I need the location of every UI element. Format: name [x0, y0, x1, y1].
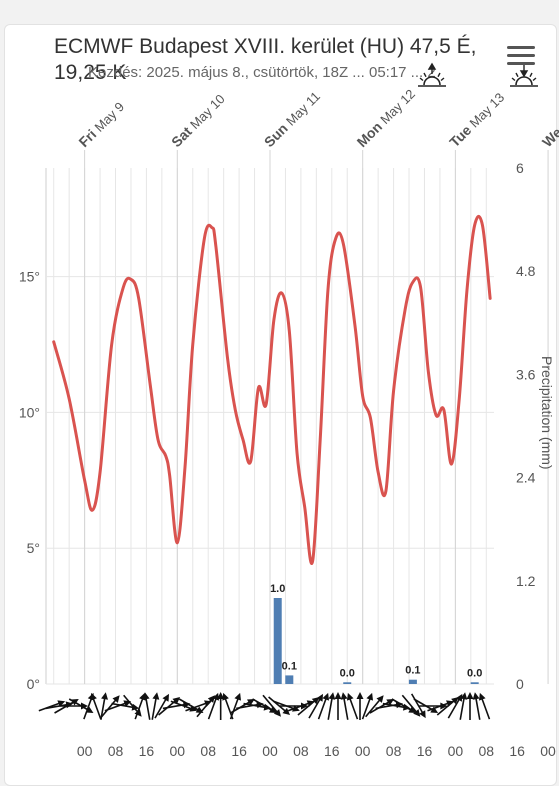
precipitation-axis: Precipitation (mm) 0 1.2 2.4 3.6 4.8 6 — [516, 160, 555, 692]
temperature-tick: 10° — [19, 404, 40, 420]
wind-arrow — [472, 692, 481, 720]
hour-tick-label: 08 — [478, 743, 494, 759]
hour-tick-label: 08 — [200, 743, 216, 759]
hour-tick-label: 08 — [293, 743, 309, 759]
precipitation-tick: 1.2 — [516, 573, 536, 589]
hour-tick-label: 08 — [108, 743, 124, 759]
day-date: May 11 — [283, 89, 323, 129]
hour-tick-label: 16 — [139, 743, 155, 759]
wind-arrow — [361, 692, 374, 720]
precipitation-bar — [343, 682, 352, 684]
precipitation-tick: 6 — [516, 160, 524, 176]
wind-arrow — [459, 692, 468, 720]
wind-arrow — [410, 693, 426, 719]
day-label: Mon May 12 — [353, 86, 418, 151]
sunset-icon — [510, 65, 538, 87]
precipitation-data-label: 0.0 — [340, 667, 355, 679]
day-name: Wed — [539, 115, 559, 150]
wind-arrow — [391, 698, 417, 713]
precipitation-bar — [273, 598, 282, 684]
temperature-tick: 15° — [19, 269, 40, 285]
wind-arrow — [154, 693, 169, 719]
wind-arrow — [308, 693, 323, 719]
sun-icons — [418, 62, 538, 87]
precipitation-bar — [408, 679, 417, 684]
temperature-tick: 5° — [27, 540, 40, 556]
day-date: May 10 — [187, 91, 228, 132]
wind-arrow — [101, 695, 120, 718]
precipitation-tick: 4.8 — [516, 263, 536, 279]
day-label: Fri May 9 — [75, 98, 127, 150]
chart-title: ECMWF Budapest XVIII. kerület (HU) 47,5 … — [54, 35, 477, 84]
day-label: Sat May 10 — [168, 90, 228, 150]
wind-arrow — [217, 692, 225, 720]
hour-tick-label: 16 — [509, 743, 525, 759]
wind-arrow — [401, 694, 421, 717]
wind-arrow — [327, 692, 336, 720]
meteogram-chart: Fri May 9 Sat May 10 Sun May 11 Mon May 12 T… — [19, 62, 559, 759]
hour-tick-label: 16 — [417, 743, 433, 759]
wind-arrow — [230, 699, 255, 714]
wind-arrow — [142, 692, 151, 720]
precipitation-data-label: 0.1 — [282, 660, 297, 672]
precipitation-axis-label: Precipitation (mm) — [539, 356, 555, 470]
hour-tick-label: 16 — [231, 743, 247, 759]
day-label: Tue May 13 — [446, 89, 507, 150]
precipitation-tick: 0 — [516, 676, 524, 692]
wind-arrow — [436, 697, 459, 716]
hour-tick-label: 00 — [77, 743, 93, 759]
hour-tick-label: 00 — [170, 743, 186, 759]
wind-arrow — [252, 698, 277, 713]
wind-arrow — [466, 692, 474, 720]
wind-arrow — [365, 695, 384, 718]
hour-tick-label: 00 — [540, 743, 556, 759]
wind-arrow — [334, 692, 342, 720]
temperature-axis: 0° 5° 10° 15° — [19, 269, 40, 692]
precipitation-tick: 2.4 — [516, 470, 536, 486]
wind-arrow — [297, 697, 320, 716]
precipitation-tick: 3.6 — [516, 366, 536, 382]
temperature-line — [52, 214, 492, 566]
wind-arrow — [447, 693, 463, 719]
wind-arrow — [317, 692, 330, 720]
hour-axis: 000816000816000816000816000816000816 — [77, 743, 556, 759]
day-label: Wed May 14 — [539, 85, 559, 150]
wind-arrow — [356, 692, 364, 720]
wind-arrow — [369, 699, 395, 714]
precipitation-data-label: 0.0 — [467, 667, 482, 679]
hour-tick-label: 00 — [262, 743, 278, 759]
hour-tick-label: 00 — [448, 743, 464, 759]
day-date: May 12 — [377, 86, 418, 127]
hour-tick-label: 08 — [386, 743, 402, 759]
wind-arrow — [346, 692, 359, 720]
day-date: May 9 — [92, 99, 128, 135]
temperature-tick: 0° — [27, 676, 40, 692]
precipitation-data-label: 0.1 — [405, 665, 420, 677]
wind-arrow — [151, 692, 160, 720]
sunrise-icon — [418, 62, 446, 87]
wind-arrow — [268, 696, 291, 715]
wind-arrow — [340, 692, 349, 720]
chart-subtitle: Kezdés: 2025. május 8., csütörtök, 18Z .… — [88, 64, 436, 81]
wind-arrow — [90, 692, 102, 720]
precipitation-bar — [470, 682, 479, 684]
wind-arrows — [38, 692, 491, 720]
hour-tick-label: 00 — [355, 743, 371, 759]
wind-arrow — [196, 695, 215, 718]
precipitation-bar — [285, 675, 294, 684]
day-label: Sun May 11 — [261, 88, 323, 150]
wind-arrow — [229, 692, 242, 720]
day-date: May 13 — [467, 90, 508, 131]
wind-arrow — [478, 692, 491, 720]
precipitation-data-label: 1.0 — [270, 583, 285, 595]
wind-arrow — [262, 694, 281, 717]
hamburger-menu-icon[interactable] — [507, 46, 535, 68]
hour-tick-label: 16 — [324, 743, 340, 759]
precipitation-bars: 1.0 0.1 0.0 0.1 0.0 — [270, 583, 482, 684]
